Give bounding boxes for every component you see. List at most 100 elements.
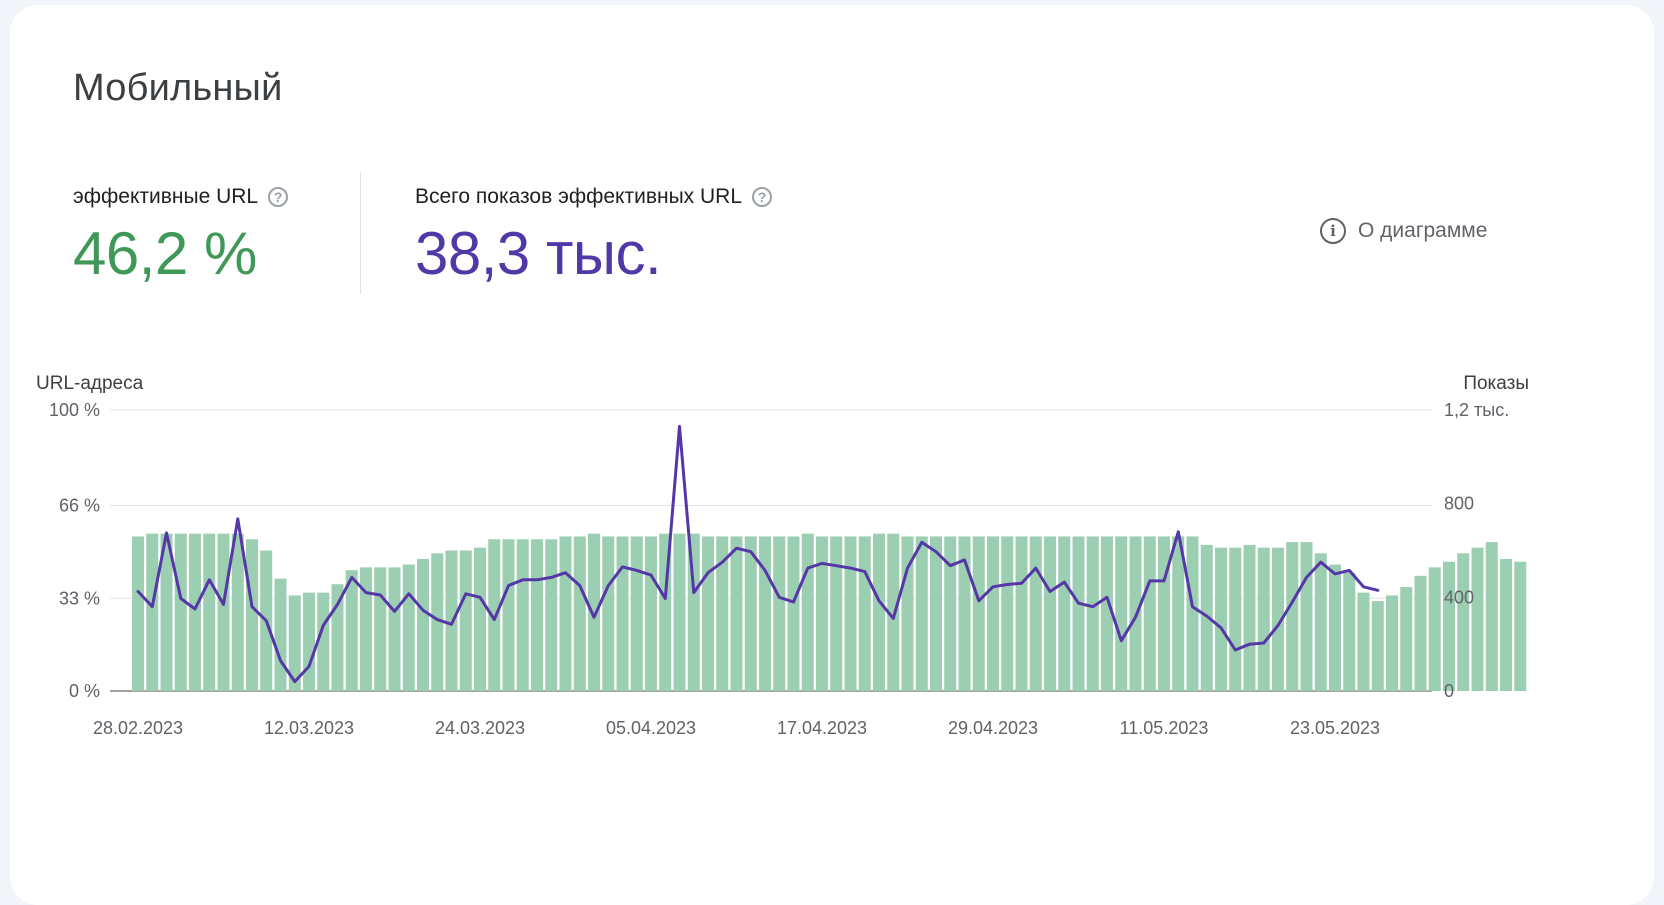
bar (1286, 542, 1299, 691)
bar (987, 536, 999, 691)
bar (1343, 572, 1356, 691)
bar (972, 536, 985, 691)
bar (1400, 587, 1413, 691)
bar (873, 533, 885, 691)
x-tick-label: 29.04.2023 (948, 718, 1038, 738)
metric-impressions: Всего показов эффективных URL ? 38,3 тыс… (415, 185, 773, 288)
x-tick-label: 12.03.2023 (264, 718, 354, 738)
bar (1257, 547, 1270, 691)
bar (787, 536, 800, 691)
bar (1357, 592, 1370, 691)
bar (246, 539, 258, 691)
bar (915, 536, 928, 691)
left-axis-title: URL-адреса (36, 373, 144, 394)
bar (1143, 536, 1156, 691)
x-tick-label: 11.05.2023 (1120, 718, 1209, 738)
bar (1158, 536, 1170, 691)
bar (1314, 553, 1327, 691)
metric-effective-urls-label: эффективные URL (73, 185, 259, 208)
bar (331, 584, 344, 691)
bar (930, 536, 942, 691)
bar (1015, 536, 1028, 691)
impressions-line (136, 424, 1380, 684)
bar (189, 533, 201, 691)
bar (474, 547, 486, 691)
left-tick-label: 33 % (59, 588, 100, 608)
bar (858, 536, 871, 691)
about-chart-button[interactable]: i О диаграмме (1320, 218, 1487, 244)
bar (1058, 536, 1071, 691)
bar (1115, 536, 1128, 691)
bar (958, 536, 971, 691)
bar (630, 536, 643, 691)
left-tick-label: 100 % (49, 400, 100, 420)
right-tick-label: 400 (1444, 587, 1474, 607)
bar (360, 567, 372, 691)
bar (160, 533, 173, 691)
bar (1300, 542, 1313, 691)
bar (1329, 564, 1341, 691)
left-tick-label: 0 % (69, 681, 100, 701)
bar (702, 536, 714, 691)
bar (1229, 547, 1242, 691)
help-icon[interactable]: ? (268, 187, 289, 207)
bar (830, 536, 843, 691)
bar (303, 592, 315, 691)
about-chart-label: О диаграмме (1358, 219, 1488, 242)
bar (816, 536, 828, 691)
bar (288, 595, 301, 691)
bar (132, 536, 144, 691)
bar (1172, 536, 1185, 691)
bar (1086, 536, 1099, 691)
bar (673, 533, 686, 691)
x-tick-label: 28.02.2023 (93, 718, 183, 738)
bar (801, 533, 814, 691)
bar (1514, 561, 1527, 691)
bar (345, 570, 358, 691)
bar (844, 536, 857, 691)
bar (1500, 558, 1512, 691)
bar (274, 578, 287, 691)
x-tick-label: 23.05.2023 (1290, 718, 1380, 738)
metric-impressions-label: Всего показов эффективных URL (415, 185, 743, 208)
page-title: Мобильный (73, 67, 283, 109)
combo-chart: URL-адреса Показы 0 % 33 % 66 % 100 % 0 400 80… (36, 373, 1529, 738)
bar (1272, 547, 1284, 691)
bar (1072, 536, 1085, 691)
help-icon[interactable]: ? (752, 187, 773, 207)
bar (1414, 575, 1427, 691)
bar (559, 536, 572, 691)
x-tick-label: 17.04.2023 (777, 718, 867, 738)
bar (1443, 561, 1455, 691)
bar (759, 536, 771, 691)
bar (773, 536, 786, 691)
bar (317, 592, 330, 691)
bar (417, 558, 429, 691)
bar (1001, 536, 1014, 691)
metric-effective-urls-value: 46,2 % (73, 220, 257, 287)
report-card: Мобильный эффективные URL ? 46,2 % Всего… (10, 5, 1654, 905)
bar (459, 550, 472, 691)
bar (1044, 536, 1056, 691)
bar (203, 533, 216, 691)
bar (374, 567, 387, 691)
bar (1428, 567, 1441, 691)
bar (1371, 601, 1384, 691)
bar (445, 550, 458, 691)
bar (146, 533, 159, 691)
bar (887, 533, 900, 691)
bar (716, 536, 729, 691)
right-tick-label: 1,2 тыс. (1444, 400, 1509, 420)
bar (531, 539, 543, 691)
bar (1457, 553, 1470, 691)
bar (545, 539, 558, 691)
metric-effective-urls: эффективные URL ? 46,2 % (73, 185, 289, 288)
bar (744, 536, 757, 691)
metric-impressions-value: 38,3 тыс. (415, 220, 662, 287)
bar (1029, 536, 1042, 691)
x-tick-label: 24.03.2023 (435, 718, 525, 738)
bar (388, 567, 401, 691)
bar (231, 533, 244, 691)
left-tick-label: 66 % (59, 496, 100, 516)
info-icon: i (1320, 218, 1346, 244)
